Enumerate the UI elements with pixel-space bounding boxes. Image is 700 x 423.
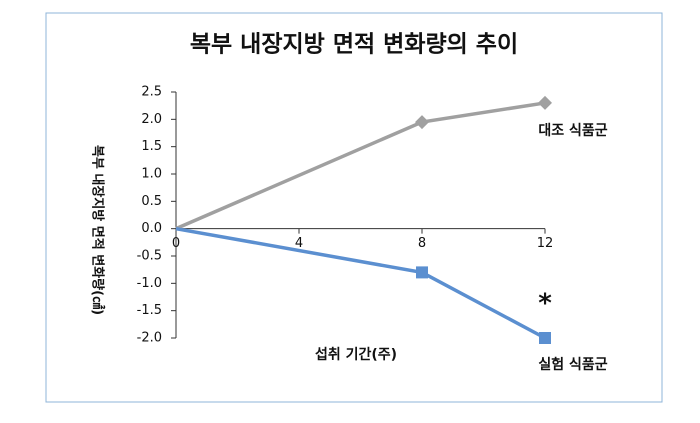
y-tick-label: 1.0 xyxy=(141,167,162,182)
y-tick-label: 0.5 xyxy=(141,194,162,209)
y-axis-label: 복부 내장지방 면적 변화량(㎠) xyxy=(90,145,106,315)
y-tick-label: 0.0 xyxy=(141,221,162,236)
series-label: 실험 식품군 xyxy=(538,356,607,373)
chart-title: 복부 내장지방 면적 변화량의 추이 xyxy=(190,32,518,58)
x-tick-label: 0 xyxy=(172,236,180,251)
marker xyxy=(538,95,552,110)
y-tick-label: 2.0 xyxy=(141,112,162,127)
marker xyxy=(415,115,429,130)
y-tick-label: 2.5 xyxy=(141,85,162,100)
y-tick-label: -2.0 xyxy=(137,331,162,346)
frame xyxy=(45,12,663,403)
x-axis-label: 섭취 기간(주) xyxy=(315,346,397,363)
marker xyxy=(416,266,428,279)
series-label: 대조 식품군 xyxy=(538,123,607,139)
y-tick-label: -1.5 xyxy=(137,303,162,318)
y-tick-label: -1.0 xyxy=(137,276,162,291)
x-tick-label: 12 xyxy=(537,236,554,251)
annotation: * xyxy=(538,289,552,319)
y-tick-label: -0.5 xyxy=(137,249,162,264)
x-tick-label: 8 xyxy=(418,236,426,251)
y-tick-label: 1.5 xyxy=(141,139,162,154)
marker xyxy=(539,332,551,344)
x-tick-label: 4 xyxy=(295,236,303,251)
